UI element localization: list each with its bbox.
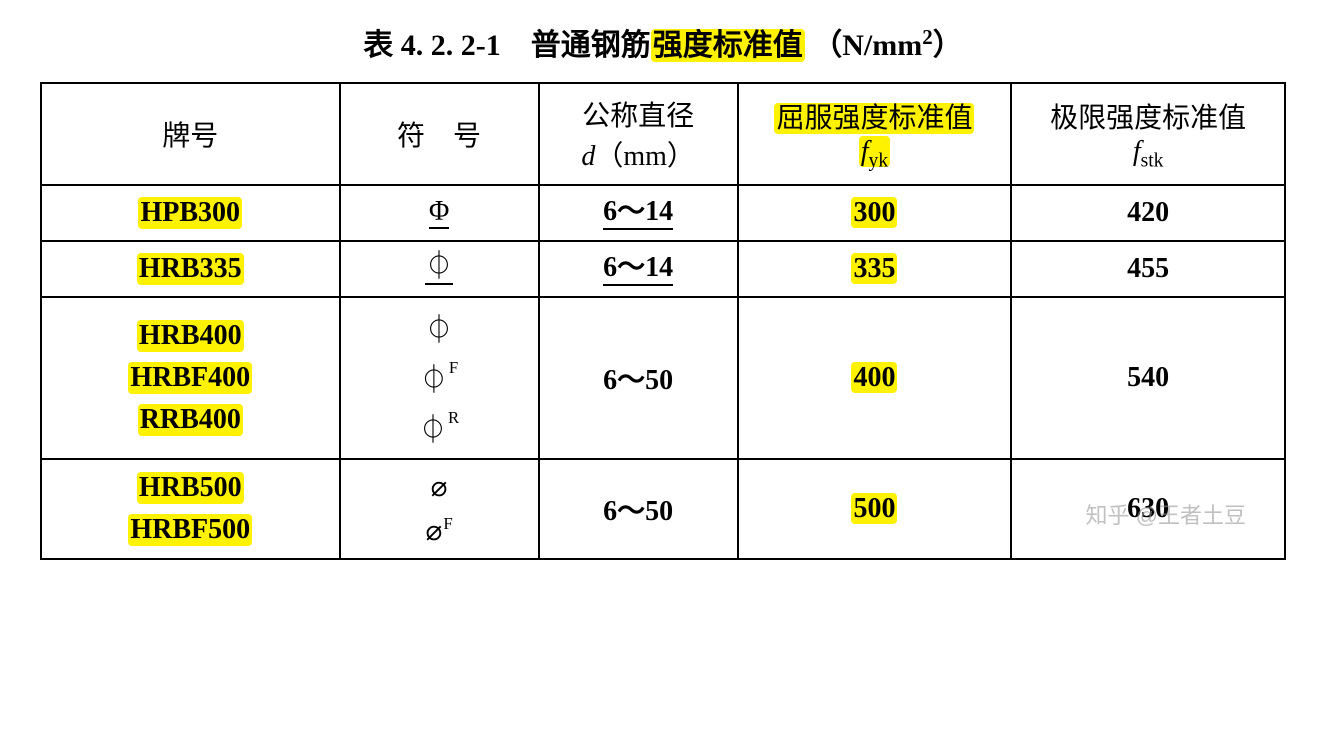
diameter-value: 6～50 [603, 365, 673, 396]
cell-fstk: 630 [1011, 459, 1285, 559]
rebar-symbol: ⏀ [425, 308, 453, 348]
cell-diameter: 6～14 [539, 241, 738, 297]
cell-grade: HRB400 HRBF400 RRB400 [41, 297, 340, 459]
cell-diameter: 6～50 [539, 459, 738, 559]
fyk-value: 335 [851, 253, 897, 284]
header-diameter-unit: （mm） [595, 141, 695, 172]
header-fstk-label: 极限强度标准值 [1020, 96, 1276, 136]
grade-label: RRB400 [138, 404, 243, 436]
header-fstk-symbol-wrap: fstk [1020, 136, 1276, 173]
rebar-strength-table: 牌号 符 号 公称直径 d（mm） 屈服强度标准值 fyk 极限强度标准值 fs… [40, 82, 1286, 560]
header-symbol: 符 号 [340, 83, 539, 185]
header-fstk-symbol: f [1133, 136, 1141, 167]
diameter-value: 6～14 [603, 253, 673, 286]
cell-symbol: ⏀ [340, 241, 539, 297]
caption-unit-sup: 2 [922, 25, 933, 49]
cell-diameter: 6～50 [539, 297, 738, 459]
rebar-symbol: Φ [429, 197, 449, 230]
table-row: HRB335 ⏀ 6～14 335 455 [41, 241, 1285, 297]
table-row: HRB400 HRBF400 RRB400 ⏀ ⏀F ⏀R 6～50 400 540 [41, 297, 1285, 459]
cell-diameter: 6～14 [539, 185, 738, 241]
rebar-symbol-suffix: F [443, 514, 452, 533]
cell-fstk: 455 [1011, 241, 1285, 297]
header-grade-label: 牌号 [162, 121, 218, 152]
cell-grade: HPB300 [41, 185, 340, 241]
rebar-symbol: ⏀F [420, 358, 458, 398]
header-symbol-label: 符 号 [397, 121, 481, 152]
grade-label: HRB500 [137, 472, 244, 504]
grade-label: HRBF500 [128, 514, 252, 546]
caption-prefix: 表 4. 2. 2-1 普通钢筋 [363, 29, 651, 62]
grade-label: HPB300 [138, 197, 242, 229]
caption-highlight: 强度标准值 [651, 29, 805, 62]
cell-fyk: 335 [738, 241, 1012, 297]
grade-label: HRB335 [137, 253, 244, 285]
header-fyk-label: 屈服强度标准值 [774, 103, 974, 134]
cell-fyk: 500 [738, 459, 1012, 559]
fyk-value: 400 [851, 362, 897, 393]
cell-grade: HRB335 [41, 241, 340, 297]
rebar-symbol-suffix: F [449, 358, 458, 377]
diameter-value: 6～14 [603, 197, 673, 230]
grade-label: HRBF400 [128, 362, 252, 394]
table-row: HPB300 Φ 6～14 300 420 [41, 185, 1285, 241]
cell-fyk: 300 [738, 185, 1012, 241]
header-diameter-label: 公称直径 [548, 94, 729, 134]
cell-fstk: 420 [1011, 185, 1285, 241]
cell-symbol: Φ [340, 185, 539, 241]
table-header-row: 牌号 符 号 公称直径 d（mm） 屈服强度标准值 fyk 极限强度标准值 fs… [41, 83, 1285, 185]
cell-fstk: 540 [1011, 297, 1285, 459]
header-diameter-var: d [581, 141, 595, 172]
header-fstk: 极限强度标准值 fstk [1011, 83, 1285, 185]
grade-label: HRB400 [137, 320, 244, 352]
fyk-value: 300 [851, 197, 897, 228]
header-fyk-symbol-wrap: fyk [859, 136, 890, 167]
cell-fyk: 400 [738, 297, 1012, 459]
rebar-symbol: ⌀ [431, 470, 448, 504]
caption-unit-close: ） [933, 29, 963, 62]
header-fstk-sub: stk [1141, 150, 1164, 171]
header-grade: 牌号 [41, 83, 340, 185]
document-container: { "title": { "prefix": "表 4. 2. 2-1 普通钢筋… [40, 20, 1286, 560]
table-row: HRB500 HRBF500 ⌀ ⌀F 6～50 500 630 [41, 459, 1285, 559]
header-fyk: 屈服强度标准值 fyk [738, 83, 1012, 185]
table-caption: 表 4. 2. 2-1 普通钢筋强度标准值 （N/mm2） [40, 20, 1286, 64]
header-diameter: 公称直径 d（mm） [539, 83, 738, 185]
cell-symbol: ⏀ ⏀F ⏀R [340, 297, 539, 459]
rebar-symbol-suffix: R [448, 408, 459, 427]
header-diameter-var-row: d（mm） [548, 134, 729, 174]
cell-grade: HRB500 HRBF500 [41, 459, 340, 559]
rebar-symbol: ⌀F [425, 514, 452, 548]
header-fyk-sub: yk [869, 150, 889, 171]
rebar-symbol: ⏀R [419, 408, 459, 448]
cell-symbol: ⌀ ⌀F [340, 459, 539, 559]
header-fyk-symbol: f [861, 136, 869, 167]
table-body: HPB300Φ6～14300420HRB335⏀6～14335455HRB400… [41, 185, 1285, 559]
fyk-value: 500 [851, 493, 897, 524]
rebar-symbol: ⏀ [425, 252, 453, 285]
diameter-value: 6～50 [603, 496, 673, 527]
caption-unit-open: （N/mm [812, 29, 922, 62]
